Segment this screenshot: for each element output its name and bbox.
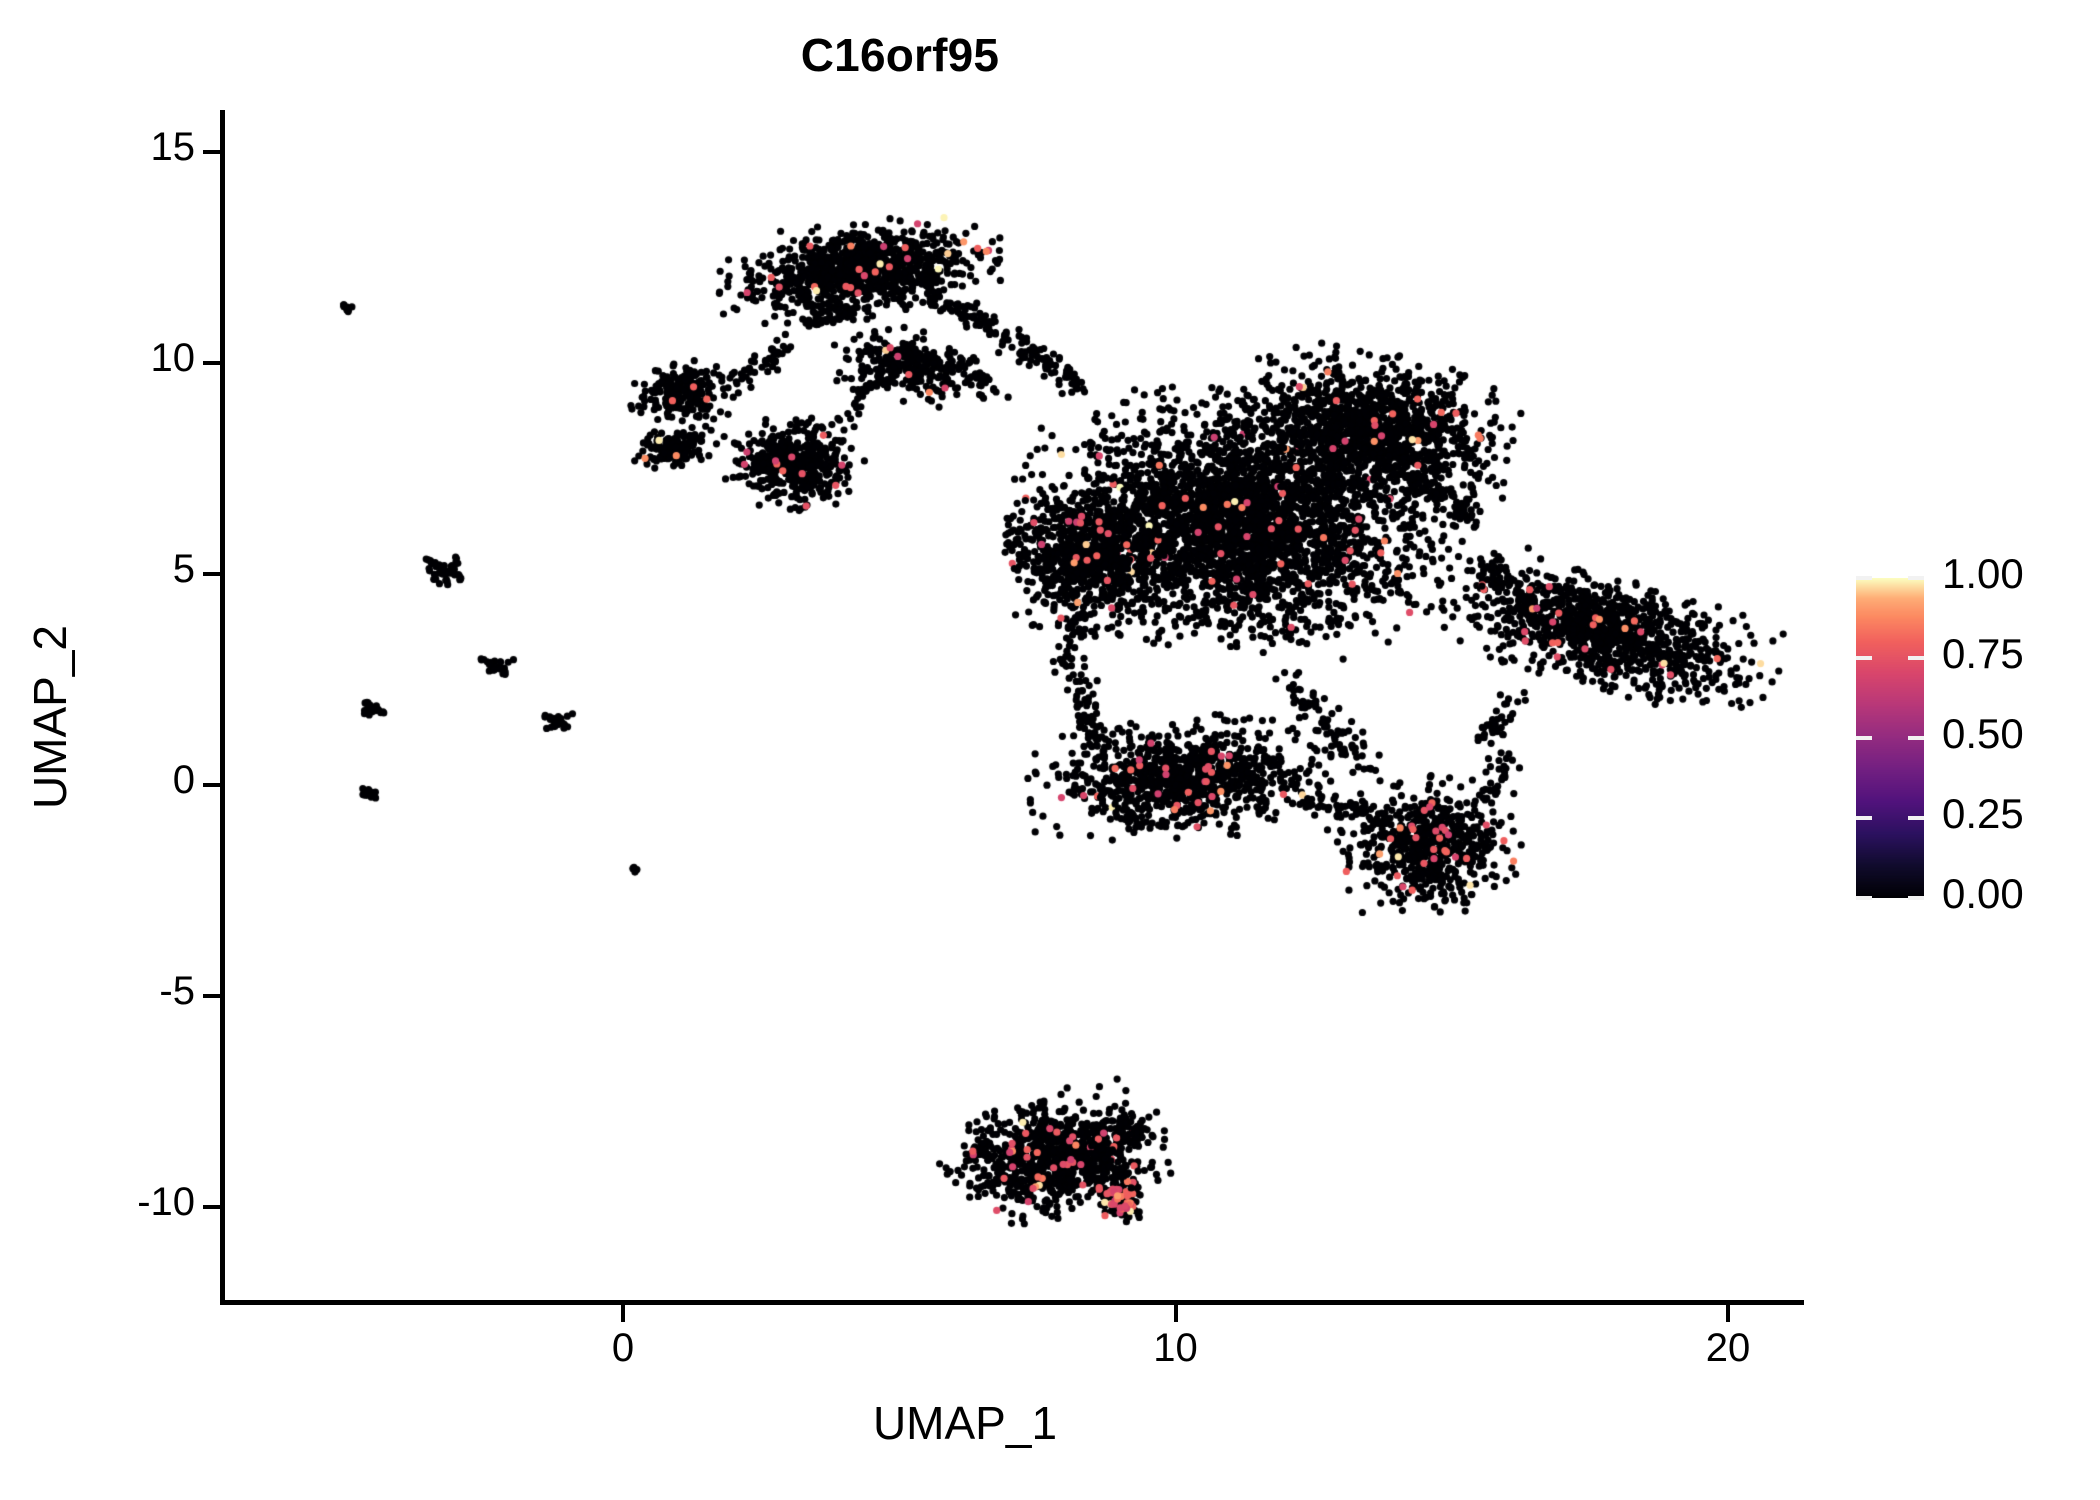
colorbar-tick-label: 0.50 xyxy=(1942,710,2024,757)
colorbar-tick-mark xyxy=(1856,896,1872,900)
x-axis-label: UMAP_1 xyxy=(872,1397,1058,1449)
colorbar-tick-mark xyxy=(1908,896,1924,900)
colorbar-tick-label: 0.75 xyxy=(1942,630,2024,677)
colorbar-tick-mark xyxy=(1856,656,1872,660)
y-axis-label: UMAP_2 xyxy=(24,624,76,810)
y-tick-mark xyxy=(203,572,220,576)
y-tick-label: -5 xyxy=(159,969,195,1013)
y-tick-mark xyxy=(203,1205,220,1209)
y-tick-label: 10 xyxy=(150,336,196,380)
y-tick-mark xyxy=(203,994,220,998)
colorbar-tick-mark xyxy=(1908,576,1924,580)
plot-panel xyxy=(222,110,1802,1302)
scatter-points-layer xyxy=(222,110,1802,1302)
y-tick-label: -10 xyxy=(137,1180,195,1224)
colorbar-tick-mark xyxy=(1856,816,1872,820)
y-tick-label: 5 xyxy=(172,547,195,591)
y-axis-line xyxy=(220,110,225,1305)
x-tick-mark xyxy=(621,1305,625,1322)
colorbar-tick-mark xyxy=(1908,736,1924,740)
colorbar-tick-mark xyxy=(1908,816,1924,820)
colorbar-tick-mark xyxy=(1856,736,1872,740)
y-tick-label: 0 xyxy=(172,758,195,802)
colorbar-tick-label: 1.00 xyxy=(1942,550,2024,597)
x-tick-label: 0 xyxy=(611,1326,635,1370)
colorbar-tick-label: 0.25 xyxy=(1942,790,2024,837)
page-title: C16orf95 xyxy=(800,29,1000,81)
x-tick-label: 20 xyxy=(1705,1326,1751,1370)
x-tick-label: 10 xyxy=(1153,1326,1198,1370)
y-tick-label: 15 xyxy=(150,125,196,169)
x-tick-mark xyxy=(1173,1305,1178,1322)
x-tick-mark xyxy=(1726,1305,1730,1322)
colorbar-tick-mark xyxy=(1908,656,1924,660)
y-tick-mark xyxy=(203,783,220,787)
y-tick-mark xyxy=(203,150,220,154)
colorbar-tick-label: 0.00 xyxy=(1942,870,2024,917)
x-axis-line xyxy=(222,1300,1804,1305)
colorbar-tick-mark xyxy=(1856,576,1872,580)
y-tick-mark xyxy=(203,361,220,365)
